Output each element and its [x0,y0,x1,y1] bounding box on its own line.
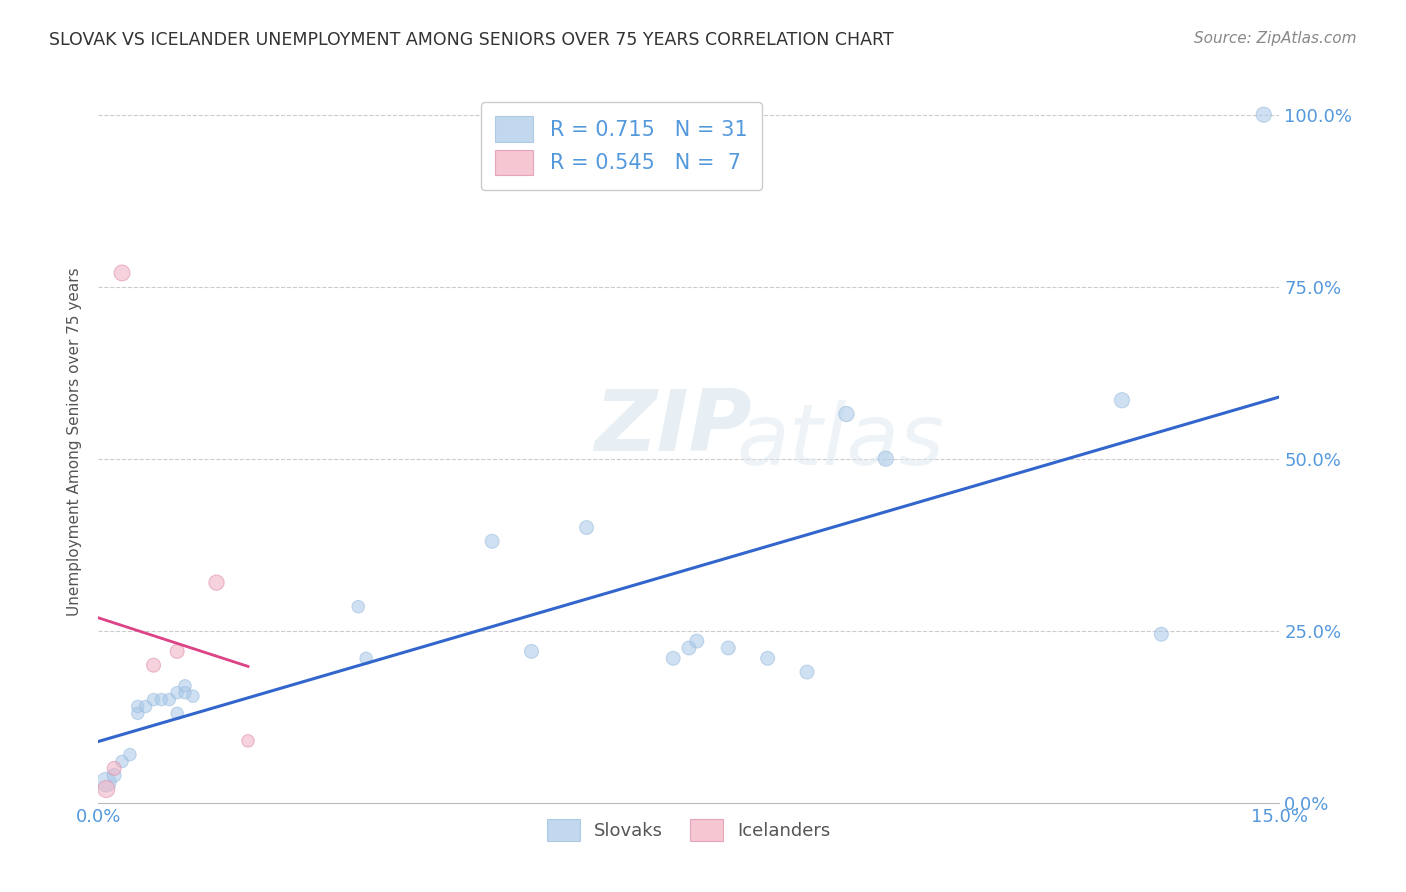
Point [127,699,149,714]
Text: Source: ZipAtlas.com: Source: ZipAtlas.com [1194,31,1357,46]
Y-axis label: Unemployment Among Seniors over 75 years: Unemployment Among Seniors over 75 years [67,268,83,615]
Point [181,689,204,703]
Point [142,658,165,673]
Point [1253,108,1275,122]
Point [103,768,125,782]
Point [127,706,149,721]
Point [174,679,197,693]
Point [717,640,740,655]
Point [756,651,779,665]
Point [236,734,259,748]
Point [796,665,818,679]
Point [354,651,377,665]
Point [481,534,503,549]
Text: atlas: atlas [737,400,945,483]
Point [678,640,700,655]
Legend: Slovaks, Icelanders: Slovaks, Icelanders [540,812,838,848]
Point [111,755,134,769]
Text: ZIP: ZIP [595,385,752,468]
Point [575,520,598,534]
Point [135,699,157,714]
Point [166,644,188,658]
Point [96,782,118,797]
Text: SLOVAK VS ICELANDER UNEMPLOYMENT AMONG SENIORS OVER 75 YEARS CORRELATION CHART: SLOVAK VS ICELANDER UNEMPLOYMENT AMONG S… [49,31,894,49]
Point [111,266,134,280]
Point [118,747,141,762]
Point [686,634,709,648]
Point [347,599,370,614]
Point [103,761,125,775]
Point [1150,627,1173,641]
Point [96,775,118,789]
Point [142,692,165,706]
Point [520,644,543,658]
Point [166,706,188,721]
Point [174,686,197,700]
Point [150,692,173,706]
Point [875,451,897,466]
Point [835,407,858,421]
Point [662,651,685,665]
Point [166,686,188,700]
Point [157,692,180,706]
Point [205,575,228,590]
Point [1111,393,1133,408]
